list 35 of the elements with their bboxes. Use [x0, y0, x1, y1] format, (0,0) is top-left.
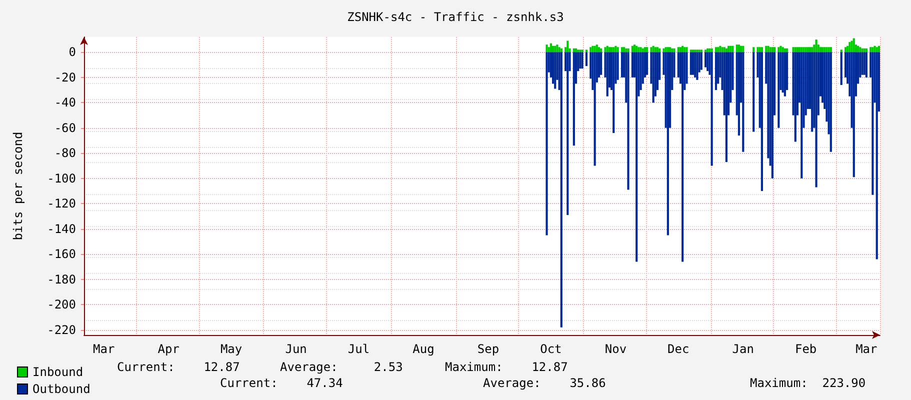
y-tick-label: -100: [47, 171, 76, 186]
y-tick-label: -160: [47, 247, 76, 262]
y-tick-label: -220: [47, 322, 76, 337]
y-tick-label: -60: [54, 120, 76, 135]
y-tick-label: 0: [68, 45, 76, 60]
text: Maximum: 12.87: [445, 360, 568, 374]
text: Maximum: 223.90: [750, 376, 866, 390]
x-tick-label: Mar: [93, 342, 115, 356]
y-tick-label: -140: [47, 222, 76, 236]
text: Average: 35.86: [483, 376, 606, 390]
x-tick-label: Sep: [477, 342, 500, 356]
text: Average: 2.53: [280, 360, 403, 374]
text: Current: 12.87: [117, 360, 240, 374]
chart-title: ZSNHK-s4c - Traffic - zsnhk.s3: [347, 10, 564, 24]
x-tick-label: Jul: [348, 342, 370, 356]
legend-label: Inbound: [32, 365, 84, 379]
x-tick-label: Apr: [158, 342, 180, 356]
x-tick-label: Jan: [732, 342, 754, 356]
y-tick-label: -80: [54, 146, 76, 160]
y-tick-label: -20: [54, 70, 76, 84]
y-tick-label: -120: [47, 196, 76, 211]
x-tick-label: Mar: [856, 342, 878, 356]
x-tick-label: Feb: [794, 342, 817, 356]
legend-label: Outbound: [32, 382, 90, 396]
y-tick-label: -180: [47, 272, 76, 286]
y-axis-title: bits per second: [11, 132, 25, 240]
x-tick-label: Jun: [285, 342, 307, 356]
text: Current: 47.34: [220, 376, 343, 390]
x-tick-label: May: [220, 342, 242, 356]
y-tick-label: -40: [54, 96, 76, 110]
y-tick-label: -200: [47, 298, 76, 312]
x-tick-label: Dec: [668, 342, 690, 356]
x-tick-label: Oct: [540, 342, 562, 356]
x-tick-label: Aug: [412, 342, 434, 356]
x-tick-label: Nov: [604, 342, 627, 356]
